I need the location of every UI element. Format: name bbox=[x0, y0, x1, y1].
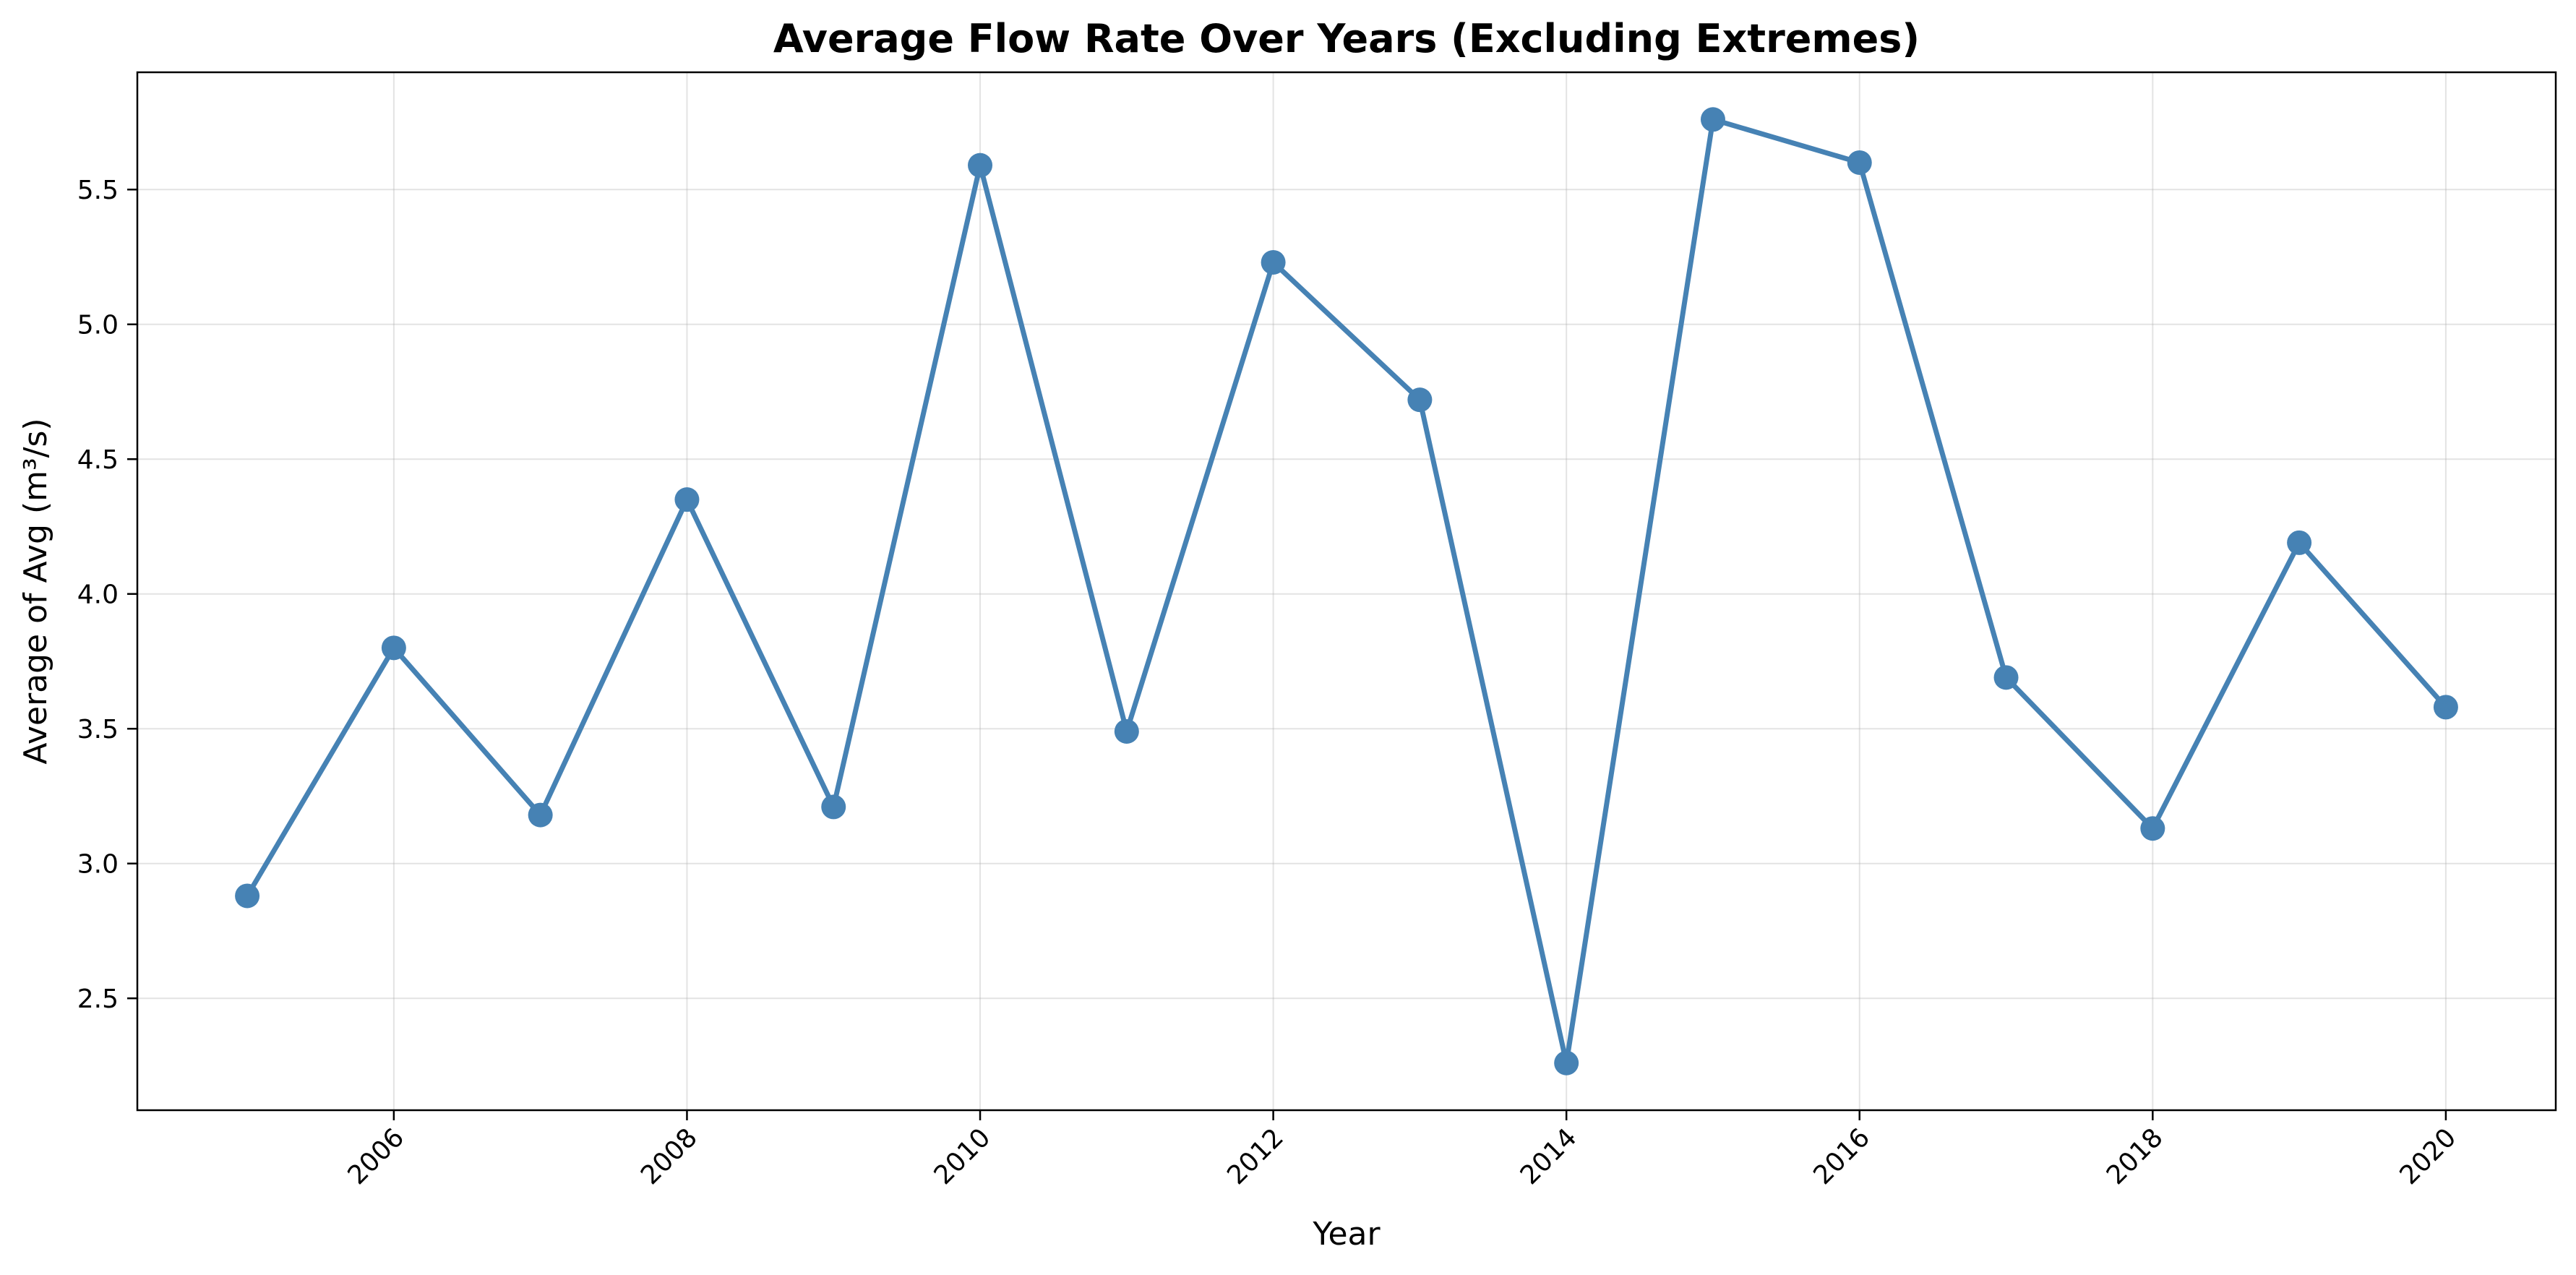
data-point bbox=[1993, 665, 2019, 690]
y-axis-label: Average of Avg (m³/s) bbox=[17, 418, 54, 764]
plot-frame bbox=[136, 71, 2557, 1112]
data-point bbox=[1114, 718, 1139, 744]
data-point bbox=[1261, 249, 1286, 275]
x-axis-label: Year bbox=[1312, 1216, 1381, 1253]
data-point bbox=[2433, 695, 2458, 720]
data-point bbox=[235, 883, 260, 909]
data-point bbox=[1407, 387, 1433, 413]
data-point bbox=[528, 802, 553, 828]
y-tick-label: 3.0 bbox=[77, 850, 119, 880]
data-point bbox=[674, 487, 700, 512]
grid bbox=[137, 72, 2556, 1110]
data-point bbox=[821, 794, 846, 820]
data-point bbox=[1700, 107, 1725, 132]
data-point bbox=[1554, 1050, 1579, 1076]
data-point bbox=[1847, 150, 1872, 175]
data-point bbox=[968, 153, 993, 178]
data-point bbox=[381, 635, 406, 661]
y-tick-label: 4.5 bbox=[77, 445, 119, 475]
series-line bbox=[244, 116, 2449, 1066]
series-layer bbox=[235, 107, 2458, 1076]
data-point bbox=[2140, 816, 2165, 841]
y-tick-label: 5.5 bbox=[77, 176, 119, 205]
data-point bbox=[2287, 530, 2312, 555]
y-tick-label: 5.0 bbox=[77, 311, 119, 340]
y-tick-label: 3.5 bbox=[77, 715, 119, 744]
y-tick-label: 4.0 bbox=[77, 580, 119, 610]
y-tick-label: 2.5 bbox=[77, 984, 119, 1014]
chart-title: Average Flow Rate Over Years (Excluding … bbox=[773, 16, 1920, 61]
